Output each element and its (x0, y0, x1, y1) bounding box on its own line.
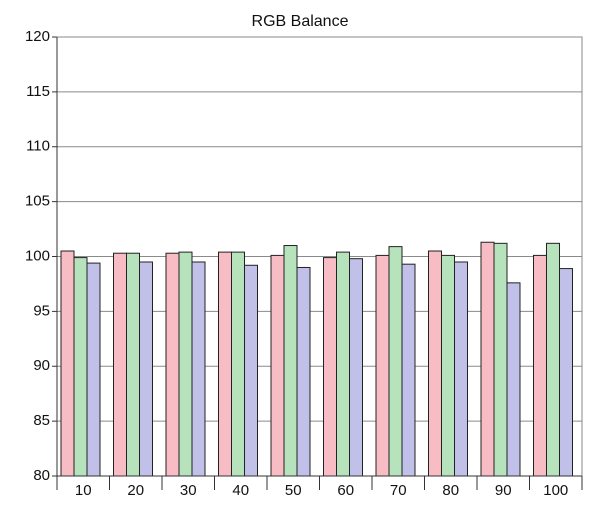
bar (283, 245, 298, 477)
y-tick-label: 80 (33, 467, 50, 484)
bar (296, 266, 311, 477)
x-tick-label: 80 (442, 482, 459, 499)
y-tick-label: 85 (33, 412, 50, 429)
y-tick-label: 110 (26, 138, 50, 155)
bar (139, 261, 153, 477)
bar (493, 242, 508, 477)
bar (401, 263, 416, 477)
bar (270, 254, 285, 477)
x-tick-label: 100 (543, 482, 568, 499)
bar (454, 261, 468, 477)
y-tick-label: 120 (25, 28, 50, 45)
bar (441, 254, 455, 477)
bar (559, 268, 573, 477)
x-tick-label: 10 (75, 482, 92, 499)
x-tick-label: 70 (390, 482, 407, 499)
bar (191, 261, 206, 477)
x-tick-label: 50 (285, 482, 302, 499)
y-tick-label: 105 (25, 193, 50, 210)
bar (506, 282, 521, 477)
x-tick-label: 60 (337, 482, 354, 499)
y-tick-label: 115 (26, 83, 50, 100)
bar (165, 252, 180, 477)
chart-title: RGB Balance (252, 13, 349, 30)
bar (349, 258, 363, 477)
bar (388, 246, 403, 477)
bar (178, 251, 193, 477)
y-tick-label: 100 (25, 247, 50, 264)
bar (480, 241, 495, 477)
bar (218, 251, 232, 477)
x-tick-label: 90 (495, 482, 512, 499)
bar (375, 254, 390, 477)
y-tick-label: 90 (33, 357, 50, 374)
bar (244, 264, 258, 477)
bar (533, 254, 547, 477)
bar (126, 252, 140, 477)
bar (86, 262, 101, 477)
bar (336, 251, 350, 477)
bar (60, 250, 75, 477)
bar (113, 252, 127, 477)
bar (546, 242, 560, 477)
bar (428, 250, 442, 477)
bar (231, 251, 245, 477)
x-tick-label: 20 (127, 482, 144, 499)
bar (323, 257, 337, 477)
x-tick-label: 30 (180, 482, 197, 499)
bar (73, 257, 88, 477)
y-tick-label: 95 (33, 302, 50, 319)
x-tick-label: 40 (232, 482, 249, 499)
